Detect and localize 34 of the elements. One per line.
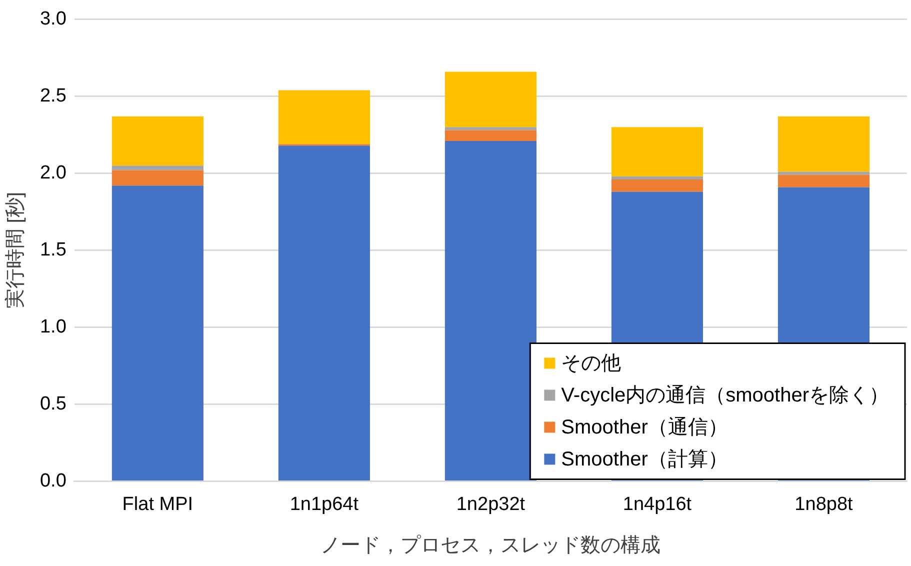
x-tick-label: 1n4p16t [622, 494, 692, 515]
y-tick-label: 2.5 [40, 86, 66, 107]
y-tick-label: 3.0 [40, 8, 66, 30]
y-tick-label: 2.0 [40, 162, 66, 184]
bar [611, 179, 704, 192]
bar [278, 90, 370, 144]
y-tick-label: 1.0 [40, 316, 66, 338]
bar [112, 166, 204, 170]
bar [444, 141, 536, 480]
y-tick-label: 0.5 [40, 393, 66, 414]
x-tick-label: 1n2p32t [456, 494, 526, 515]
bar [611, 127, 704, 176]
bar [444, 130, 536, 142]
bar [444, 127, 536, 130]
bar [278, 146, 370, 480]
y-tick-label: 1.5 [40, 240, 66, 261]
legend-label: Smoother（計算） [561, 448, 728, 471]
y-tick-label: 0.0 [40, 470, 66, 492]
y-axis-title: 実行時間 [秒] [4, 192, 27, 309]
legend-label: その他 [561, 352, 622, 375]
bar [778, 174, 870, 188]
bar [112, 186, 204, 480]
bar [611, 176, 704, 180]
legend-label: Smoother（通信） [561, 416, 728, 439]
x-tick-label: 1n1p64t [290, 494, 360, 515]
x-tick-label: Flat MPI [122, 494, 194, 515]
x-axis-title: ノード，プロセス，スレッド数の構成 [320, 534, 661, 557]
bar [778, 116, 870, 172]
x-tick-label: 1n8p8t [794, 494, 854, 515]
bar [112, 116, 204, 166]
bar [778, 172, 870, 175]
bar [112, 170, 204, 186]
legend-label: V-cycle内の通信（smootherを除く） [561, 384, 890, 407]
bar [444, 72, 536, 128]
